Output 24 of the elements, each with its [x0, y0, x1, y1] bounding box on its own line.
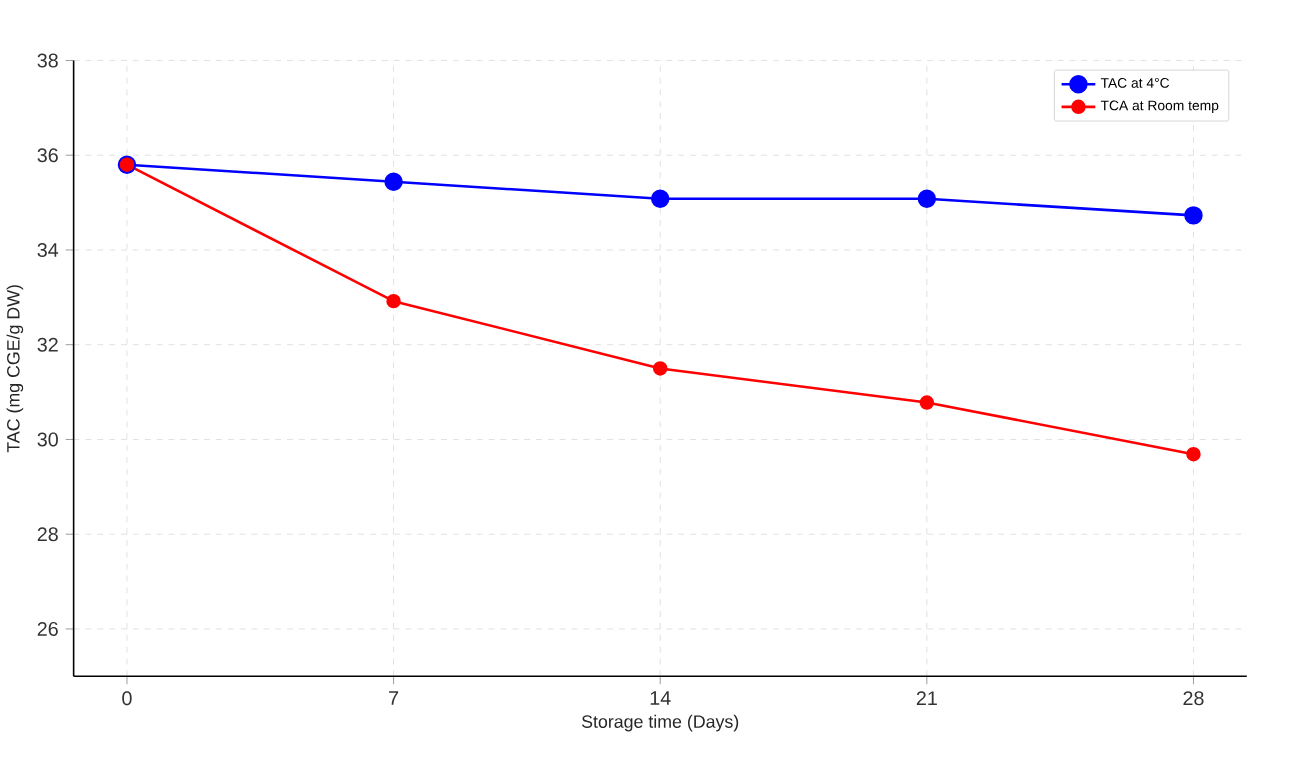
x-tick-label: 21	[916, 691, 937, 706]
legend-label: TCA at Room temp	[1100, 100, 1219, 114]
y-tick-label: 32	[37, 337, 58, 352]
x-axis-title: Storage time (Days)	[581, 715, 739, 732]
point	[917, 189, 937, 209]
x-tick-label: 14	[650, 691, 671, 706]
y-tick-label: 26	[37, 622, 58, 637]
legend-label: TAC at 4°C	[1100, 78, 1170, 89]
point	[1186, 447, 1201, 462]
point	[919, 395, 935, 410]
y-tick-label: 28	[37, 527, 58, 542]
y-tick-label: 38	[37, 53, 58, 68]
point	[384, 172, 403, 192]
x-tick-label: 28	[1183, 691, 1204, 706]
y-tick-label: 30	[37, 432, 58, 447]
x-tick-label: 0	[122, 691, 132, 706]
x-tick-label: 7	[389, 691, 399, 706]
y-tick-label: 34	[37, 243, 59, 258]
point	[1184, 206, 1203, 225]
point	[650, 189, 670, 209]
y-axis-title: TAC (mg CGE/g DW)	[6, 285, 24, 453]
y-tick-label: 36	[37, 148, 58, 163]
point	[652, 361, 668, 376]
point	[386, 294, 401, 309]
